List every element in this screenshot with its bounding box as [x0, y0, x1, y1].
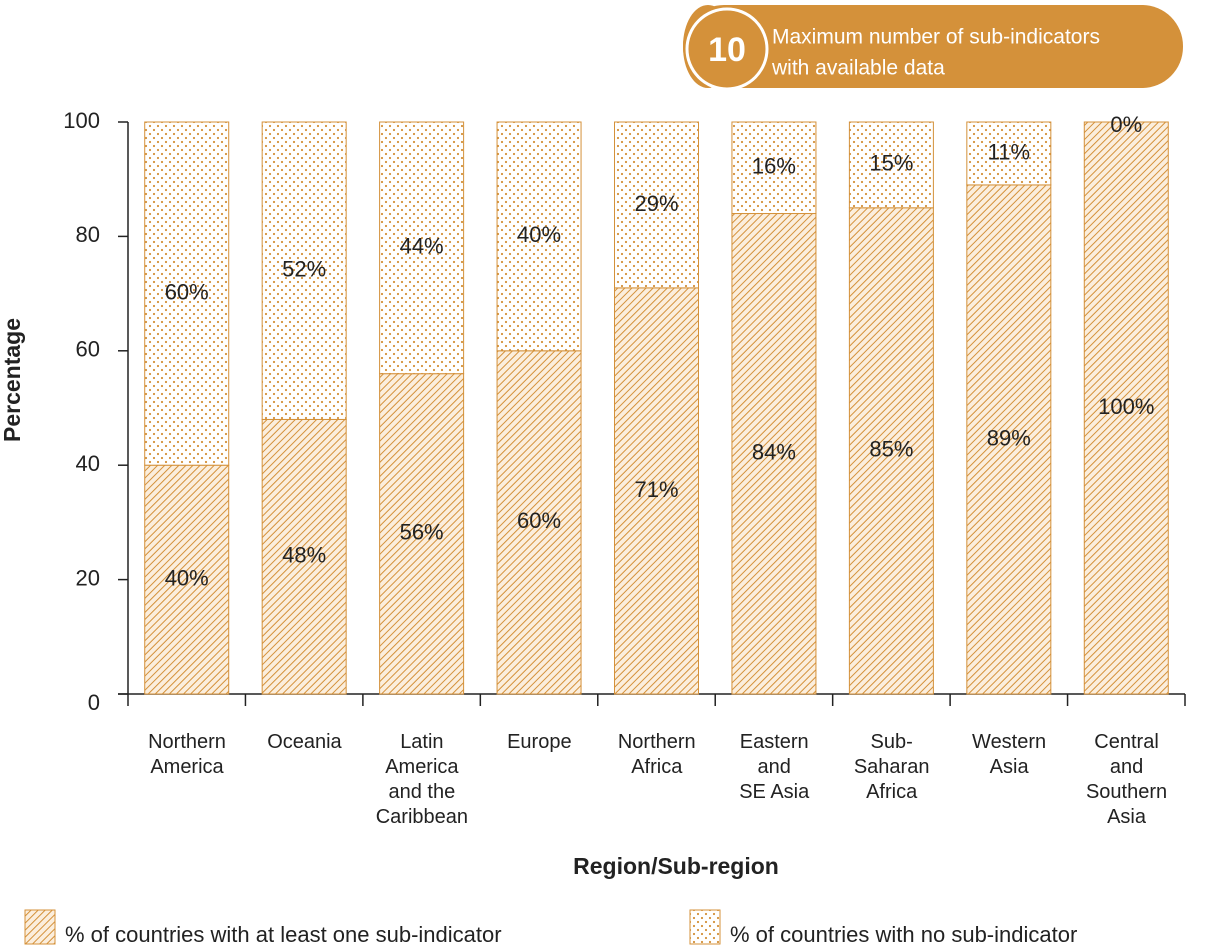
x-axis-label: Region/Sub-region [573, 853, 779, 879]
bar-segment [496, 350, 582, 695]
bar-segment [966, 184, 1052, 695]
y-tick-label: 40 [76, 451, 100, 476]
x-tick-label: Eastern and SE Asia [739, 731, 810, 803]
badge-circle [685, 7, 769, 91]
value-label: 15% [869, 151, 913, 176]
value-label: 60% [165, 279, 209, 304]
x-tick-label: Northern Africa [617, 731, 696, 778]
value-label: 0% [1110, 112, 1142, 137]
value-label: 16% [752, 154, 796, 179]
value-label: 29% [634, 191, 678, 216]
bar-segment [496, 121, 582, 352]
badge-text: with available data [771, 57, 945, 80]
y-axis-label: Percentage [0, 318, 25, 442]
badge-text: Maximum number of sub-indicators [772, 26, 1100, 49]
y-tick-label: 100 [63, 108, 100, 133]
x-tick-label: Latin America and the Caribbean [375, 731, 469, 828]
badge-number: 10 [708, 31, 746, 69]
bar-segment [379, 121, 465, 375]
x-tick-label: Sub- Saharan Africa [853, 731, 930, 803]
bar-segment [1083, 121, 1169, 695]
value-label: 71% [634, 477, 678, 502]
y-tick-label: 20 [76, 565, 100, 590]
bar-segment [731, 121, 817, 215]
value-label: 100% [1098, 394, 1154, 419]
badge [683, 5, 1183, 88]
y-tick-label: 80 [76, 222, 100, 247]
bar-segment [614, 287, 699, 695]
value-label: 48% [282, 543, 326, 568]
legend-swatch [24, 909, 56, 945]
bar-segment [966, 121, 1052, 186]
y-tick-label: 0 [88, 690, 100, 715]
x-tick-label: Europe [507, 731, 572, 753]
bar-segment [614, 121, 699, 289]
value-label: 60% [517, 508, 561, 533]
value-label: 40% [165, 565, 209, 590]
value-label: 85% [869, 437, 913, 462]
legend-label: % of countries with at least one sub-ind… [65, 922, 502, 947]
bar-segment [261, 121, 347, 420]
value-label: 89% [987, 425, 1031, 450]
x-tick-label: Northern America [148, 731, 226, 778]
legend-label: % of countries with no sub-indicator [730, 922, 1077, 947]
x-tick-label: Western Asia [972, 731, 1047, 778]
value-label: 56% [400, 520, 444, 545]
bar-segment [261, 418, 347, 695]
value-label: 44% [400, 234, 444, 259]
bar-segment [731, 213, 817, 695]
bar-segment [144, 464, 230, 695]
y-tick-label: 60 [76, 337, 100, 362]
bar-segment [379, 373, 465, 695]
value-label: 40% [517, 222, 561, 247]
x-tick-label: Central and Southern Asia [1085, 731, 1168, 828]
value-label: 52% [282, 257, 326, 282]
x-tick-label: Oceania [267, 731, 342, 753]
bar-segment [848, 121, 934, 209]
value-label: 84% [752, 440, 796, 465]
bar-segment [144, 121, 230, 466]
legend-swatch [689, 909, 721, 945]
bar-segment [848, 207, 934, 695]
value-label: 11% [988, 139, 1030, 164]
